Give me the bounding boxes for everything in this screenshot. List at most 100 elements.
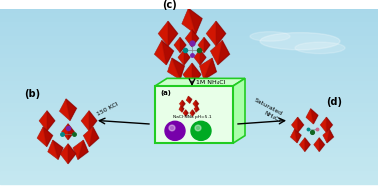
Circle shape bbox=[165, 121, 185, 140]
Polygon shape bbox=[206, 21, 226, 46]
Text: Saturated: Saturated bbox=[253, 98, 283, 117]
Circle shape bbox=[191, 121, 211, 140]
Polygon shape bbox=[192, 30, 199, 47]
Polygon shape bbox=[184, 50, 190, 65]
Polygon shape bbox=[179, 106, 182, 112]
Bar bbox=[0, 31, 378, 36]
Polygon shape bbox=[193, 100, 198, 107]
Text: NH₄Cl: NH₄Cl bbox=[263, 110, 281, 123]
Circle shape bbox=[195, 125, 201, 131]
Bar bbox=[0, 148, 378, 153]
Polygon shape bbox=[314, 138, 319, 152]
Bar bbox=[0, 58, 378, 63]
Bar bbox=[0, 9, 378, 13]
Polygon shape bbox=[311, 109, 318, 124]
Polygon shape bbox=[194, 106, 199, 112]
Polygon shape bbox=[186, 96, 190, 103]
Polygon shape bbox=[43, 127, 53, 147]
Polygon shape bbox=[185, 30, 192, 47]
Polygon shape bbox=[180, 37, 186, 53]
Bar bbox=[0, 4, 378, 9]
Polygon shape bbox=[192, 110, 195, 116]
Bar bbox=[0, 67, 378, 72]
Polygon shape bbox=[320, 117, 326, 133]
Polygon shape bbox=[291, 117, 304, 133]
Polygon shape bbox=[174, 37, 186, 53]
Polygon shape bbox=[198, 37, 210, 53]
Polygon shape bbox=[216, 21, 226, 46]
Polygon shape bbox=[305, 138, 310, 152]
Polygon shape bbox=[186, 96, 192, 103]
Bar bbox=[0, 175, 378, 180]
Polygon shape bbox=[168, 21, 178, 46]
Polygon shape bbox=[158, 21, 168, 46]
Polygon shape bbox=[233, 78, 245, 143]
Bar bbox=[0, 54, 378, 58]
Bar bbox=[0, 45, 378, 49]
Polygon shape bbox=[327, 129, 333, 143]
Polygon shape bbox=[198, 37, 204, 53]
Bar bbox=[0, 144, 378, 148]
Bar bbox=[0, 126, 378, 130]
Text: (d): (d) bbox=[326, 97, 342, 107]
Bar bbox=[0, 63, 378, 67]
Polygon shape bbox=[59, 99, 70, 121]
Polygon shape bbox=[326, 117, 333, 133]
Bar bbox=[0, 90, 378, 94]
Polygon shape bbox=[83, 127, 93, 147]
Bar bbox=[0, 27, 378, 31]
Ellipse shape bbox=[260, 33, 340, 50]
Polygon shape bbox=[320, 117, 333, 133]
Polygon shape bbox=[323, 129, 333, 143]
Bar bbox=[0, 135, 378, 139]
Polygon shape bbox=[206, 21, 216, 46]
Polygon shape bbox=[73, 140, 83, 160]
Polygon shape bbox=[188, 96, 192, 103]
Polygon shape bbox=[60, 144, 76, 164]
Bar bbox=[0, 103, 378, 108]
Text: NaCl·NNa pH=5.1: NaCl·NNa pH=5.1 bbox=[173, 115, 211, 119]
Polygon shape bbox=[186, 110, 188, 116]
Polygon shape bbox=[319, 138, 325, 152]
Text: (c): (c) bbox=[162, 0, 177, 10]
Polygon shape bbox=[83, 127, 99, 147]
Polygon shape bbox=[68, 124, 74, 140]
Polygon shape bbox=[174, 37, 180, 53]
Polygon shape bbox=[167, 58, 180, 80]
Bar bbox=[0, 157, 378, 162]
Bar bbox=[155, 86, 233, 143]
Polygon shape bbox=[78, 140, 88, 160]
Polygon shape bbox=[323, 129, 330, 143]
Bar bbox=[0, 76, 378, 81]
Bar bbox=[0, 108, 378, 112]
Polygon shape bbox=[181, 106, 184, 112]
Polygon shape bbox=[81, 111, 89, 131]
Polygon shape bbox=[39, 111, 47, 131]
Polygon shape bbox=[183, 110, 188, 116]
Polygon shape bbox=[48, 140, 58, 160]
Polygon shape bbox=[218, 40, 229, 65]
Bar bbox=[0, 22, 378, 27]
Polygon shape bbox=[314, 138, 325, 152]
Polygon shape bbox=[68, 144, 76, 164]
Polygon shape bbox=[60, 144, 68, 164]
Polygon shape bbox=[196, 106, 199, 112]
Polygon shape bbox=[200, 50, 206, 65]
Bar bbox=[0, 112, 378, 117]
Polygon shape bbox=[192, 63, 201, 86]
Polygon shape bbox=[158, 21, 178, 46]
Polygon shape bbox=[200, 58, 212, 80]
Polygon shape bbox=[185, 30, 199, 47]
Bar bbox=[0, 94, 378, 99]
Polygon shape bbox=[178, 50, 184, 65]
Bar bbox=[0, 72, 378, 76]
Polygon shape bbox=[200, 58, 217, 80]
Bar bbox=[0, 167, 378, 171]
Polygon shape bbox=[66, 99, 76, 121]
Polygon shape bbox=[190, 110, 195, 116]
Polygon shape bbox=[37, 127, 53, 147]
Polygon shape bbox=[62, 124, 68, 140]
Text: 150 KCl: 150 KCl bbox=[96, 101, 119, 117]
Bar bbox=[0, 49, 378, 54]
Bar bbox=[0, 81, 378, 85]
